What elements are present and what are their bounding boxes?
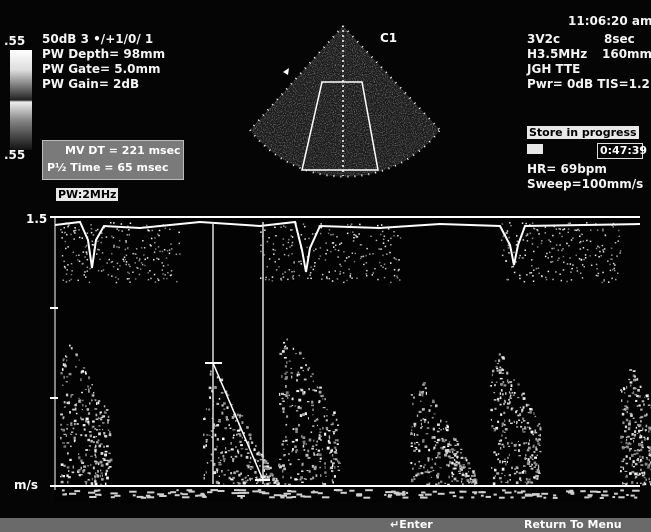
doppler-spectrum bbox=[50, 213, 651, 503]
probe-name: 3V2c bbox=[527, 32, 561, 46]
grayscale-bar bbox=[10, 50, 32, 150]
frequency: H3.5MHz bbox=[527, 47, 588, 61]
image-depth: 160mm bbox=[602, 47, 651, 61]
recording-timer: 0:47:39 bbox=[597, 143, 647, 159]
measurement-box: MV DT = 221 msec P½ Time = 65 msec bbox=[42, 140, 184, 180]
sweep-speed: Sweep=100mm/s bbox=[527, 177, 644, 191]
heart-rate: HR= 69bpm bbox=[527, 162, 607, 176]
softkey-bar: ↵Enter Return To Menu bbox=[0, 518, 651, 532]
facility-label: JGH TTE bbox=[527, 62, 581, 76]
power-tis: Pwr= 0dB TIS=1.2 bbox=[527, 77, 650, 91]
velocity-scale-max: 1.5 bbox=[26, 212, 47, 226]
pw-gain: PW Gain= 2dB bbox=[42, 77, 140, 91]
sweep-duration: 8sec bbox=[604, 32, 635, 46]
store-status: Store in progress bbox=[527, 126, 639, 139]
mv-dt-value: MV DT = 221 msec bbox=[65, 144, 181, 157]
probe-label: C1 bbox=[380, 31, 397, 45]
gray-top-label: .55 bbox=[4, 34, 26, 48]
sector-image bbox=[249, 25, 441, 178]
enter-softkey[interactable]: ↵Enter bbox=[390, 518, 433, 531]
clock-time: 11:06:20 am bbox=[568, 14, 651, 28]
pw-gate: PW Gate= 5.0mm bbox=[42, 62, 161, 76]
pressure-half-time-value: P½ Time = 65 msec bbox=[47, 161, 169, 174]
velocity-unit: m/s bbox=[14, 478, 38, 492]
tape-icon bbox=[527, 144, 543, 154]
pw-depth: PW Depth= 98mm bbox=[42, 47, 166, 61]
acquisition-settings: 50dB 3 •/+1/0/ 1 bbox=[42, 32, 154, 46]
recording-row: 0:47:39 bbox=[527, 143, 647, 159]
color-box bbox=[301, 81, 379, 171]
pw-frequency-label: PW:2MHz bbox=[56, 188, 119, 201]
orientation-marker bbox=[283, 68, 289, 75]
return-to-menu-softkey[interactable]: Return To Menu bbox=[524, 518, 622, 531]
gray-bottom-label: .55 bbox=[4, 148, 26, 162]
